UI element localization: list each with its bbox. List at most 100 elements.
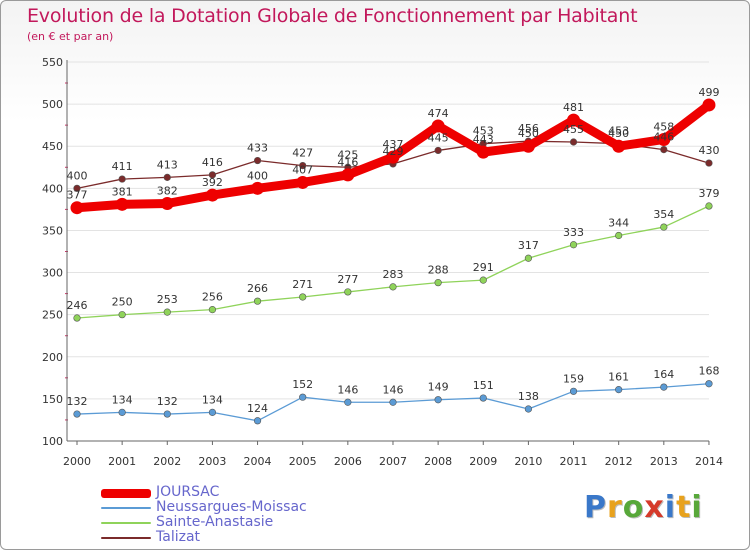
y-tick-label: 500 [42, 98, 63, 111]
data-label: 474 [428, 107, 449, 120]
data-point [344, 398, 352, 406]
data-point [344, 288, 352, 296]
data-label: 291 [473, 261, 494, 274]
data-label: 124 [247, 402, 268, 415]
x-tick-label: 2011 [560, 455, 588, 468]
legend-label: Talizat [156, 529, 201, 545]
data-label: 168 [698, 365, 719, 378]
data-label: 381 [112, 185, 133, 198]
data-label: 458 [653, 120, 674, 133]
data-label: 416 [202, 156, 223, 169]
proxiti-logo: Proxiti [584, 490, 703, 525]
y-tick-label: 450 [42, 140, 63, 153]
data-label: 146 [382, 383, 403, 396]
data-label: 499 [698, 86, 719, 99]
data-label: 437 [382, 138, 403, 151]
data-label: 427 [292, 147, 313, 160]
data-label: 445 [428, 131, 449, 144]
data-point [253, 156, 262, 165]
data-point [705, 380, 713, 388]
y-tick-label: 200 [42, 351, 63, 364]
x-tick-label: 2009 [469, 455, 497, 468]
legend-label: Sainte-Anastasie [156, 514, 274, 530]
data-point [73, 184, 81, 192]
x-tick-label: 2007 [379, 455, 407, 468]
data-point [70, 201, 84, 215]
data-point [163, 173, 171, 181]
data-label: 161 [608, 371, 629, 384]
data-label: 149 [428, 381, 449, 394]
data-label: 277 [337, 273, 358, 286]
data-point [524, 254, 533, 262]
data-label: 317 [518, 239, 539, 252]
y-tick-label: 350 [42, 224, 63, 237]
y-tick-label: 100 [42, 435, 63, 448]
x-tick-label: 2005 [289, 455, 317, 468]
data-label: 407 [292, 163, 313, 176]
data-point [163, 308, 171, 316]
data-point [296, 175, 310, 189]
data-label: 382 [157, 184, 178, 197]
data-label: 413 [157, 158, 178, 171]
data-point [524, 405, 533, 413]
data-label: 344 [608, 216, 629, 229]
x-tick-label: 2000 [63, 455, 91, 468]
data-point [299, 293, 307, 301]
data-label: 456 [518, 122, 539, 135]
x-tick-label: 2013 [650, 455, 678, 468]
data-point [299, 161, 307, 170]
data-label: 146 [337, 383, 358, 396]
data-point [479, 276, 487, 284]
data-label: 256 [202, 291, 223, 304]
data-label: 152 [292, 378, 313, 391]
data-label: 379 [698, 187, 719, 200]
y-tick-label: 150 [42, 393, 63, 406]
data-point [657, 132, 671, 146]
data-point [615, 231, 623, 240]
chart-title: Evolution de la Dotation Globale de Fonc… [27, 5, 638, 27]
data-point [705, 159, 713, 167]
data-point [118, 175, 126, 183]
data-label: 433 [247, 142, 268, 155]
data-label: 132 [157, 395, 178, 408]
data-label: 250 [112, 296, 133, 309]
data-label: 416 [337, 156, 358, 169]
data-label: 450 [518, 127, 539, 140]
data-point [299, 393, 307, 401]
x-tick-label: 2008 [424, 455, 452, 468]
x-tick-label: 2001 [108, 455, 136, 468]
data-point [521, 139, 535, 153]
legend-swatch [101, 507, 151, 509]
data-label: 430 [698, 144, 719, 157]
data-point [479, 394, 487, 402]
data-label: 453 [608, 125, 629, 138]
data-label: 392 [202, 176, 223, 189]
data-point [702, 98, 716, 112]
data-label: 450 [608, 127, 629, 140]
legend-swatch [101, 522, 151, 524]
data-point [434, 396, 442, 404]
data-label: 400 [247, 169, 268, 182]
data-label: 446 [653, 131, 674, 144]
data-point [434, 146, 442, 155]
logo-letter: i [691, 490, 703, 525]
data-point [115, 197, 129, 211]
legend-swatch [101, 489, 151, 498]
data-point [341, 168, 355, 182]
x-tick-label: 2004 [244, 455, 272, 468]
data-point [431, 119, 445, 133]
data-point [569, 138, 578, 146]
x-tick-label: 2002 [153, 455, 181, 468]
x-tick-label: 2014 [695, 455, 723, 468]
data-point [660, 145, 668, 154]
data-label: 354 [653, 208, 674, 221]
y-tick-label: 550 [42, 56, 63, 69]
data-point [118, 311, 126, 319]
x-tick-label: 2003 [198, 455, 226, 468]
data-point [386, 150, 400, 164]
data-label: 400 [67, 169, 88, 182]
data-label: 271 [292, 278, 313, 291]
data-point [569, 241, 578, 249]
y-tick-label: 400 [42, 182, 63, 195]
